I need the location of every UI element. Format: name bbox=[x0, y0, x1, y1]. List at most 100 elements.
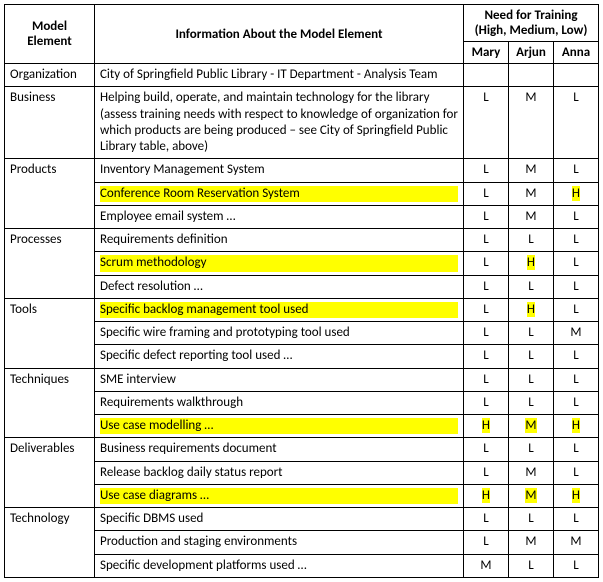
rating-cell: L bbox=[553, 368, 598, 391]
rating-cell bbox=[463, 64, 508, 87]
table-row: Specific defect reporting tool used …LLL bbox=[5, 345, 599, 368]
rating-value: L bbox=[528, 441, 533, 456]
rating-value: H bbox=[572, 418, 580, 433]
rating-value: L bbox=[483, 395, 488, 410]
rating-value: L bbox=[483, 162, 488, 177]
info-cell: Helping build, operate, and maintain tec… bbox=[95, 87, 464, 159]
table-row: Production and staging environmentsLMM bbox=[5, 531, 599, 554]
section-label: Processes bbox=[5, 229, 95, 299]
info-cell: Specific defect reporting tool used … bbox=[95, 345, 464, 368]
rating-cell: L bbox=[508, 322, 553, 345]
header-training-group: Need for Training (High, Medium, Low) bbox=[463, 5, 598, 42]
rating-value: L bbox=[528, 232, 533, 247]
table-row: Conference Room Reservation System L M H bbox=[5, 182, 599, 205]
info-text: Specific backlog management tool used bbox=[100, 302, 458, 318]
info-text: Helping build, operate, and maintain tec… bbox=[100, 90, 458, 155]
rating-cell: L bbox=[463, 322, 508, 345]
rating-value: L bbox=[573, 162, 578, 177]
info-cell: Requirements definition bbox=[95, 229, 464, 252]
rating-cell bbox=[553, 64, 598, 87]
rating-cell: H bbox=[553, 484, 598, 507]
rating-value: M bbox=[525, 90, 536, 105]
rating-value: L bbox=[528, 348, 533, 363]
rating-value: M bbox=[525, 534, 536, 549]
rating-cell: M bbox=[508, 182, 553, 205]
section-label: Tools bbox=[5, 298, 95, 368]
rating-cell: M bbox=[508, 531, 553, 554]
table-row: TechnologySpecific DBMS usedLLL bbox=[5, 508, 599, 531]
rating-cell: L bbox=[553, 554, 598, 577]
rating-cell: L bbox=[463, 205, 508, 228]
rating-value: H bbox=[482, 488, 490, 503]
rating-cell: H bbox=[463, 415, 508, 438]
rating-value: L bbox=[483, 209, 488, 224]
rating-cell: H bbox=[553, 182, 598, 205]
section-label: Techniques bbox=[5, 368, 95, 438]
table-row: ProcessesRequirements definitionLLL bbox=[5, 229, 599, 252]
rating-cell: L bbox=[553, 508, 598, 531]
rating-cell: L bbox=[463, 368, 508, 391]
info-cell: Use case diagrams … bbox=[95, 484, 464, 507]
rating-value: H bbox=[572, 488, 580, 503]
table-row: Defect resolution …LLL bbox=[5, 275, 599, 298]
rating-value: L bbox=[483, 534, 488, 549]
info-text: Release backlog daily status report bbox=[100, 465, 458, 481]
rating-value: L bbox=[573, 209, 578, 224]
rating-cell: L bbox=[553, 87, 598, 159]
rating-cell: L bbox=[553, 438, 598, 461]
rating-value: M bbox=[525, 488, 536, 503]
info-text: City of Springfield Public Library - IT … bbox=[100, 67, 458, 83]
rating-cell: M bbox=[508, 484, 553, 507]
header-model-element: Model Element bbox=[5, 5, 95, 64]
rating-cell: L bbox=[463, 275, 508, 298]
info-cell: Conference Room Reservation System bbox=[95, 182, 464, 205]
rating-value: L bbox=[573, 90, 578, 105]
rating-cell: M bbox=[508, 87, 553, 159]
rating-cell: M bbox=[508, 159, 553, 182]
rating-value: H bbox=[572, 186, 580, 201]
section-label: Business bbox=[5, 87, 95, 159]
rating-value: L bbox=[483, 441, 488, 456]
header-person-1: Arjun bbox=[508, 42, 553, 64]
rating-value: L bbox=[483, 465, 488, 480]
rating-cell: L bbox=[463, 461, 508, 484]
info-text: Requirements definition bbox=[100, 232, 458, 248]
table-row: BusinessHelping build, operate, and main… bbox=[5, 87, 599, 159]
rating-cell: L bbox=[553, 229, 598, 252]
rating-value: L bbox=[483, 90, 488, 105]
rating-value: L bbox=[483, 372, 488, 387]
table-row: Employee email system …LML bbox=[5, 205, 599, 228]
rating-value: M bbox=[525, 465, 536, 480]
section-label: Deliverables bbox=[5, 438, 95, 508]
rating-cell bbox=[508, 64, 553, 87]
rating-cell: L bbox=[508, 368, 553, 391]
rating-cell: L bbox=[508, 345, 553, 368]
rating-cell: L bbox=[553, 298, 598, 321]
info-cell: Business requirements document bbox=[95, 438, 464, 461]
table-row: Release backlog daily status report L M L bbox=[5, 461, 599, 484]
rating-value: L bbox=[483, 325, 488, 340]
rating-value: L bbox=[483, 186, 488, 201]
rating-cell: M bbox=[553, 322, 598, 345]
table-row: Specific development platforms used …MLL bbox=[5, 554, 599, 577]
rating-value: L bbox=[573, 372, 578, 387]
rating-value: M bbox=[570, 534, 581, 549]
info-cell: Specific backlog management tool used bbox=[95, 298, 464, 321]
rating-cell: L bbox=[463, 229, 508, 252]
info-text: Inventory Management System bbox=[100, 162, 458, 178]
info-cell: Employee email system … bbox=[95, 205, 464, 228]
rating-value: L bbox=[573, 302, 578, 317]
info-text: Scrum methodology bbox=[100, 255, 458, 271]
rating-cell: L bbox=[553, 461, 598, 484]
section-label: Organization bbox=[5, 64, 95, 87]
rating-value: L bbox=[528, 279, 533, 294]
info-cell: Requirements walkthrough bbox=[95, 391, 464, 414]
table-row: ProductsInventory Management SystemLML bbox=[5, 159, 599, 182]
rating-value: L bbox=[483, 279, 488, 294]
table-header: Model Element Information About the Mode… bbox=[5, 5, 599, 64]
rating-cell: L bbox=[553, 205, 598, 228]
info-text: Use case diagrams … bbox=[100, 488, 458, 504]
info-text: Specific development platforms used … bbox=[100, 558, 458, 574]
rating-value: L bbox=[573, 511, 578, 526]
rating-cell: H bbox=[463, 484, 508, 507]
